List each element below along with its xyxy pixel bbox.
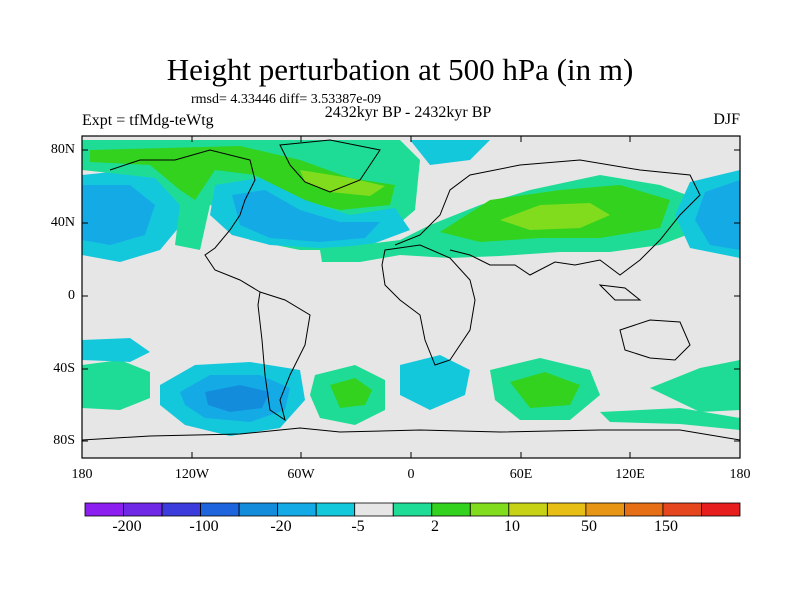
lon-label-60e: 60E (509, 467, 533, 482)
lon-label-0: 0 (407, 467, 415, 482)
contour-ne-pacific-inner (82, 185, 155, 245)
colorbar-label-neg100: -100 (189, 518, 219, 535)
colorbar-swatch (624, 502, 664, 517)
colorbar-swatch (238, 502, 279, 517)
colorbar-swatch (84, 502, 124, 517)
lon-label-180w: 180 (71, 467, 93, 482)
contour-greenland-high (90, 146, 395, 210)
colorbar-label-neg20: -20 (270, 518, 292, 535)
contour-s-pacific-east-high (650, 360, 740, 412)
contour-s-atlantic-core (330, 378, 372, 408)
contour-greenland-core (300, 170, 385, 196)
contour-s-indian-blue (400, 355, 470, 410)
stats-text: rmsd= 4.33446 diff= 3.53387e-09 (191, 92, 382, 107)
colorbar-swatch (392, 502, 433, 517)
lat-label-0: 0 (68, 288, 75, 303)
colorbar-swatch (123, 502, 163, 517)
period-text: 2432kyr BP - 2432kyr BP (324, 104, 492, 121)
colorbar-swatch (508, 502, 548, 517)
colorbar-label-150: 150 (654, 518, 678, 535)
lat-label-80s: 80S (53, 433, 75, 448)
contour-s-pacific-blue (82, 338, 150, 362)
lon-label-120e: 120E (615, 467, 645, 482)
contour-arctic-low (410, 140, 490, 165)
colorbar-swatch (585, 502, 625, 517)
season-label: DJF (713, 111, 740, 128)
colorbar-swatch (469, 502, 510, 517)
coast-antarctica (82, 427, 740, 441)
contour-nw-pacific-inner (695, 180, 740, 250)
lon-label-180e: 180 (729, 467, 751, 482)
lon-label-60w: 60W (287, 467, 315, 482)
colorbar (84, 502, 741, 517)
map-field (82, 136, 740, 458)
colorbar-swatch (161, 502, 201, 517)
coast-eurasia (394, 159, 701, 276)
colorbar-label-neg200: -200 (112, 518, 142, 535)
coast-south-america (257, 291, 311, 422)
colorbar-label-neg5: -5 (351, 518, 365, 535)
colorbar-swatch (701, 502, 741, 517)
contour-eurasia-core (500, 203, 610, 230)
colorbar-swatch (315, 502, 356, 517)
colorbar-label-10: 10 (504, 518, 520, 535)
lon-label-120w: 120W (174, 467, 210, 482)
colorbar-swatch (354, 502, 394, 517)
coast-sea-islands (598, 284, 642, 301)
colorbar-swatch (277, 502, 317, 517)
colorbar-swatch (431, 502, 471, 517)
contour-natlantic-inner (232, 190, 380, 242)
axis-ticks (81, 136, 741, 458)
contour-se-pacific-core (205, 385, 270, 412)
contour-s-pacific-west-green (82, 360, 150, 410)
colorbar-swatch (546, 502, 587, 517)
contour-antarctic-band (600, 408, 740, 430)
coast-north-america (109, 149, 261, 293)
coastlines (82, 139, 740, 441)
lat-label-80n: 80N (50, 142, 75, 157)
coast-greenland (279, 139, 381, 193)
plot-title: Height perturbation at 500 hPa (in m) (166, 52, 634, 87)
colorbar-swatch (662, 502, 702, 517)
coast-africa (381, 244, 476, 366)
experiment-label: Expt = tfMdg-teWtg (82, 112, 214, 129)
colorbar-label-50: 50 (581, 518, 597, 535)
colorbar-label-2: 2 (431, 518, 439, 535)
contour-s-indian-core (510, 372, 580, 408)
colorbar-swatch (200, 502, 240, 517)
lat-label-40s: 40S (53, 361, 75, 376)
lat-label-40n: 40N (50, 215, 75, 230)
coast-australia (619, 319, 691, 361)
